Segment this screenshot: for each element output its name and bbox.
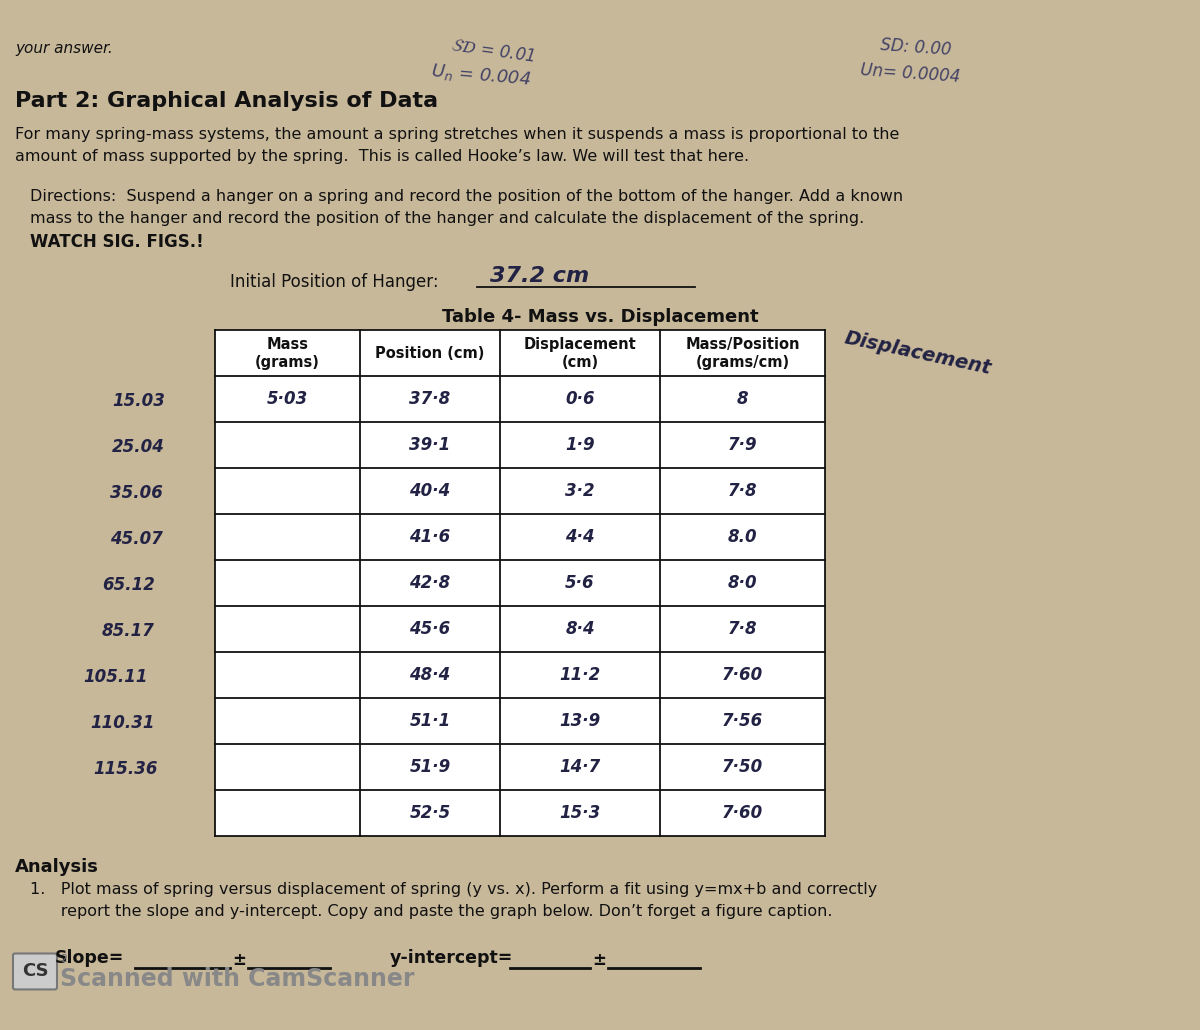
Text: 7·8: 7·8: [727, 482, 757, 501]
Text: 115.36: 115.36: [94, 760, 158, 778]
Text: 15.03: 15.03: [112, 392, 166, 410]
Text: Slope=: Slope=: [55, 950, 125, 967]
Text: 42·8: 42·8: [409, 574, 451, 592]
Text: 48·4: 48·4: [409, 666, 451, 684]
Text: 7·9: 7·9: [727, 437, 757, 454]
Text: 8·4: 8·4: [565, 620, 595, 638]
Text: 45·6: 45·6: [409, 620, 451, 638]
Text: Analysis: Analysis: [14, 858, 98, 876]
Text: 7·56: 7·56: [722, 712, 763, 730]
Text: 7·60: 7·60: [722, 666, 763, 684]
Text: 7·50: 7·50: [722, 758, 763, 776]
Text: 51·9: 51·9: [409, 758, 451, 776]
Text: 45.07: 45.07: [110, 530, 163, 548]
Text: CS: CS: [22, 962, 48, 981]
Text: $\mathcal{SD}$ = 0.01: $\mathcal{SD}$ = 0.01: [450, 36, 536, 66]
Text: 14·7: 14·7: [559, 758, 601, 776]
Text: y-intercept=: y-intercept=: [390, 950, 514, 967]
Text: 37·8: 37·8: [409, 390, 451, 408]
Bar: [215, 331, 826, 835]
Text: 25.04: 25.04: [112, 438, 166, 456]
Text: 110.31: 110.31: [90, 714, 155, 732]
Text: Table 4- Mass vs. Displacement: Table 4- Mass vs. Displacement: [442, 308, 758, 327]
Text: 65.12: 65.12: [102, 576, 155, 594]
Text: Scanned with CamScanner: Scanned with CamScanner: [60, 967, 414, 992]
Text: report the slope and y-intercept. Copy and paste the graph below. Don’t forget a: report the slope and y-intercept. Copy a…: [30, 903, 833, 919]
Text: SD: 0.00: SD: 0.00: [880, 36, 953, 59]
Text: 39·1: 39·1: [409, 437, 451, 454]
Text: 40·4: 40·4: [409, 482, 451, 501]
Text: Position (cm): Position (cm): [376, 346, 485, 360]
Text: 8·0: 8·0: [727, 574, 757, 592]
Text: amount of mass supported by the spring.  This is called Hooke’s law. We will tes: amount of mass supported by the spring. …: [14, 148, 749, 164]
Text: 1·9: 1·9: [565, 437, 595, 454]
Text: Mass/Position
(grams/cm): Mass/Position (grams/cm): [685, 337, 799, 370]
Text: WATCH SIG. FIGS.!: WATCH SIG. FIGS.!: [30, 233, 204, 250]
Text: Displacement: Displacement: [842, 329, 994, 378]
Text: 1.   Plot mass of spring versus displacement of spring (y vs. x). Perform a fit : 1. Plot mass of spring versus displaceme…: [30, 882, 877, 896]
Text: 5·03: 5·03: [266, 390, 308, 408]
Text: Directions:  Suspend a hanger on a spring and record the position of the bottom : Directions: Suspend a hanger on a spring…: [30, 188, 904, 204]
Text: 15·3: 15·3: [559, 803, 601, 822]
Text: 3·2: 3·2: [565, 482, 595, 501]
Text: 7·60: 7·60: [722, 803, 763, 822]
Text: 8: 8: [737, 390, 749, 408]
Text: Mass
(grams): Mass (grams): [256, 337, 320, 370]
Text: 13·9: 13·9: [559, 712, 601, 730]
Text: 4·4: 4·4: [565, 528, 595, 546]
Text: 85.17: 85.17: [102, 622, 155, 640]
Text: 51·1: 51·1: [409, 712, 451, 730]
Text: Displacement
(cm): Displacement (cm): [523, 337, 636, 370]
Text: 35.06: 35.06: [110, 484, 163, 503]
Text: 2: 2: [60, 955, 67, 964]
Text: $U_n$ = 0.004: $U_n$ = 0.004: [430, 61, 532, 90]
Text: ±: ±: [592, 952, 606, 969]
Text: Part 2: Graphical Analysis of Data: Part 2: Graphical Analysis of Data: [14, 91, 438, 111]
Text: 5·6: 5·6: [565, 574, 595, 592]
Text: 7·8: 7·8: [727, 620, 757, 638]
Text: Initial Position of Hanger:: Initial Position of Hanger:: [230, 273, 444, 290]
Text: 0·6: 0·6: [565, 390, 595, 408]
Text: ±: ±: [232, 952, 246, 969]
Text: 8.0: 8.0: [727, 528, 757, 546]
Text: 105.11: 105.11: [84, 667, 148, 686]
Text: 37.2 cm: 37.2 cm: [490, 266, 589, 285]
Text: 52·5: 52·5: [409, 803, 451, 822]
Text: your answer.: your answer.: [14, 41, 113, 56]
Text: 41·6: 41·6: [409, 528, 451, 546]
Text: mass to the hanger and record the position of the hanger and calculate the displ: mass to the hanger and record the positi…: [30, 210, 864, 226]
Text: 11·2: 11·2: [559, 666, 601, 684]
Text: Un= 0.0004: Un= 0.0004: [860, 61, 961, 85]
FancyBboxPatch shape: [13, 954, 58, 990]
Text: For many spring-mass systems, the amount a spring stretches when it suspends a m: For many spring-mass systems, the amount…: [14, 127, 899, 142]
